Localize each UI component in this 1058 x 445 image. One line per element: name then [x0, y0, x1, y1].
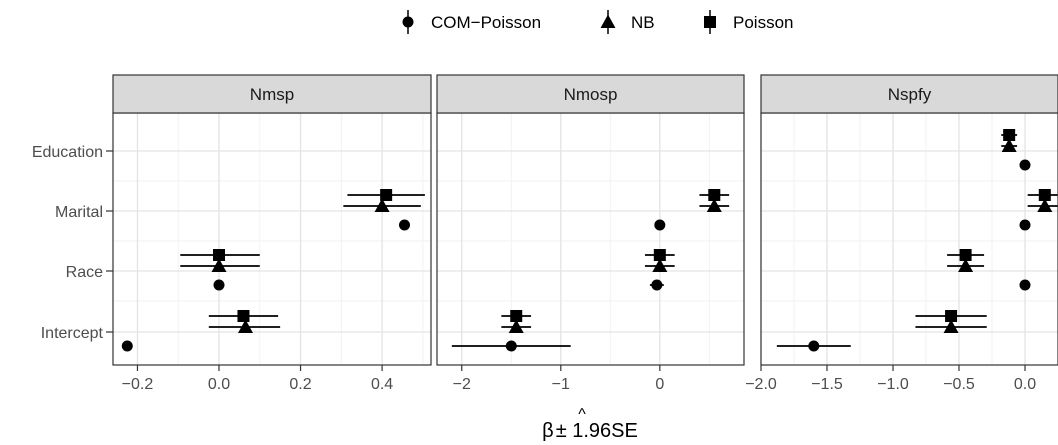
series-com-poisson: [451, 219, 666, 352]
point-intercept: [121, 340, 133, 352]
series-poisson: [180, 189, 425, 322]
facet-nspfy: Nspfy −2.0 −1.5 −1.0 −0.5 0.0: [745, 74, 1058, 393]
point-intercept: [508, 319, 524, 333]
series-nb: [915, 138, 1058, 333]
point-education: [1001, 138, 1017, 152]
point-marital: [374, 198, 390, 212]
point-education: [1003, 129, 1016, 141]
strip-background: [112, 74, 432, 114]
point-race: [1019, 279, 1031, 291]
x-tick-label: −0.5: [943, 376, 975, 393]
series-nb: [501, 198, 730, 333]
point-race: [211, 258, 227, 272]
x-tick-label: 0.0: [1014, 376, 1036, 393]
point-marital: [380, 189, 393, 201]
x-tick-label: 0.2: [289, 376, 311, 393]
panel-background: [437, 113, 744, 365]
y-tick-label-intercept: Intercept: [41, 325, 104, 342]
point-intercept: [943, 319, 959, 333]
facet-nmsp: Nmsp −0.2 0.0 0.2 0.4: [112, 74, 432, 393]
legend-label: COM−Poisson: [431, 13, 541, 32]
panel-background: [761, 113, 1058, 365]
point-intercept: [237, 310, 250, 322]
strip-label: Nspfy: [888, 85, 932, 104]
legend-key-circle: [402, 16, 414, 28]
legend: COM−Poisson NB Poisson: [402, 10, 793, 34]
panel-background: [113, 113, 431, 365]
point-intercept: [238, 319, 253, 333]
point-race: [958, 258, 974, 272]
x-axis-title: β ± 1.96SE: [542, 420, 638, 442]
legend-label: Poisson: [733, 13, 793, 32]
series-com-poisson: [776, 159, 1031, 352]
legend-entry-poisson: Poisson: [704, 10, 793, 34]
point-marital: [708, 189, 721, 201]
point-race: [213, 279, 225, 291]
x-tick-label: 0: [655, 376, 664, 393]
strip-label: Nmsp: [250, 85, 294, 104]
series-poisson: [915, 129, 1058, 322]
facet-panels: Nmsp −0.2 0.0 0.2 0.4 Nmosp −2 −1 0 Nspfy −2.0 −1.5…: [112, 74, 1058, 393]
legend-key-triangle: [600, 14, 616, 28]
point-marital: [706, 198, 722, 212]
strip-background: [760, 74, 1058, 114]
strip-label: Nmosp: [564, 85, 618, 104]
strip-background: [436, 74, 745, 114]
facet-nmosp: Nmosp −2 −1 0: [436, 74, 745, 393]
x-tick-label: −1.5: [811, 376, 843, 393]
series-com-poisson: [121, 219, 410, 352]
x-tick-label: −1: [552, 376, 570, 393]
point-race: [653, 249, 666, 261]
legend-entry-nb: NB: [600, 10, 655, 34]
point-race: [213, 249, 225, 261]
point-marital: [654, 219, 666, 231]
y-axis-labels: Intercept Race Marital Education: [32, 144, 113, 342]
point-intercept: [505, 340, 517, 352]
x-tick-label: 0.4: [371, 376, 393, 393]
y-tick-label-race: Race: [66, 264, 103, 281]
point-intercept: [510, 310, 523, 322]
x-tick-label: −2.0: [745, 376, 777, 393]
legend-label: NB: [631, 13, 655, 32]
series-nb: [180, 198, 421, 333]
point-marital: [1037, 198, 1053, 212]
series-poisson: [501, 189, 730, 322]
point-marital: [1019, 219, 1031, 231]
x-tick-label: −0.2: [122, 376, 154, 393]
point-intercept: [945, 310, 958, 322]
x-axis-title-rest: ± 1.96SE: [556, 420, 638, 442]
point-marital: [399, 219, 410, 231]
x-tick-label: −1.0: [877, 376, 909, 393]
y-tick-label-marital: Marital: [55, 204, 103, 221]
legend-entry-com-poisson: COM−Poisson: [402, 10, 541, 34]
x-axis-title-hat: ^: [578, 406, 586, 423]
y-tick-label-education: Education: [32, 144, 103, 161]
x-axis-title-symbol: β: [542, 420, 554, 442]
legend-key-square: [704, 16, 716, 28]
x-tick-label: −2: [453, 376, 471, 393]
point-race: [652, 258, 668, 272]
x-tick-label: 0.0: [208, 376, 230, 393]
point-race: [959, 249, 972, 261]
point-education: [1019, 159, 1031, 171]
point-intercept: [808, 340, 820, 352]
point-race: [651, 279, 663, 291]
point-marital: [1038, 189, 1051, 201]
